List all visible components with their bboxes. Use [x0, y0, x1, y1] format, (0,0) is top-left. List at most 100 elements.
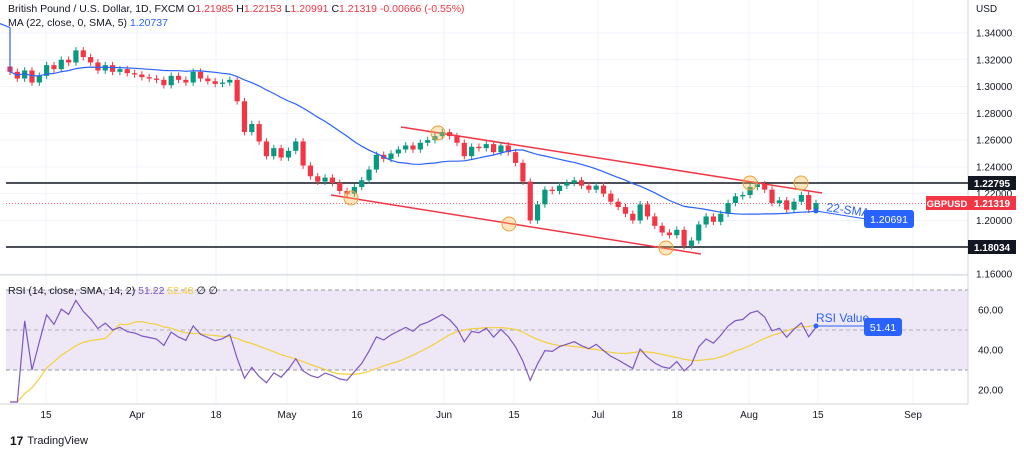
svg-text:1.22795: 1.22795	[974, 179, 1011, 190]
candle-up	[73, 50, 79, 63]
candle-down	[505, 145, 511, 153]
candle-up	[747, 186, 753, 196]
candle-down	[644, 204, 651, 217]
swing-marker	[430, 125, 446, 141]
candle-down	[666, 232, 673, 236]
candle-up	[703, 216, 709, 225]
time-tick-label: 15	[508, 410, 520, 421]
rsi-legend[interactable]: RSI (14, close, SMA, 14, 2) 51.22 52.48 …	[8, 285, 218, 297]
time-tick-label: May	[278, 410, 297, 421]
candle-down	[447, 132, 453, 137]
candle-up	[403, 145, 409, 150]
price-axis-ticks: 1.34000 1.32000 1.30000 1.28000 1.26000 1.240…	[976, 29, 1013, 281]
candle-up	[776, 200, 782, 204]
rsi-annotation: RSI Value	[816, 311, 869, 325]
candle-down	[256, 124, 262, 142]
price-tick-label: 1.34000	[976, 29, 1013, 40]
price-tick-label: 1.22000	[976, 189, 1013, 200]
candle-up	[425, 140, 431, 143]
time-tick-label: 16	[351, 410, 363, 421]
resistance-price-label: 1.22795	[968, 176, 1016, 190]
time-tick-label: Jun	[436, 410, 452, 421]
ohlc-close-label: C	[331, 3, 340, 15]
candle-down	[183, 79, 189, 83]
candle-up	[725, 203, 731, 214]
candle-down	[234, 79, 240, 102]
candle-up	[285, 150, 292, 158]
candle-down	[476, 146, 482, 149]
candle-up	[102, 65, 108, 71]
candle-down	[88, 57, 94, 63]
candle-down	[278, 148, 284, 158]
candle-down	[578, 180, 585, 186]
ohlc-high-label: H	[236, 3, 244, 15]
candle-down	[212, 81, 218, 84]
candle-down	[146, 77, 152, 79]
candle-up	[798, 195, 804, 202]
candle-down	[175, 75, 182, 80]
ohlc-close: 1.21319	[339, 3, 377, 15]
rsi-legend-value: 51.22	[138, 285, 165, 297]
time-tick-label: Aug	[740, 410, 758, 421]
ohlc-open: 1.21985	[195, 3, 234, 15]
candle-up	[190, 71, 196, 83]
candle-up	[637, 204, 643, 221]
svg-text:GBPUSD: GBPUSD	[927, 199, 968, 210]
candle-up	[813, 203, 819, 210]
candle-up	[754, 184, 760, 187]
candle-down	[586, 185, 592, 190]
candle-up	[469, 146, 475, 157]
ohlc-high: 1.22153	[243, 3, 282, 15]
candle-down	[659, 225, 665, 233]
symbol-title: British Pound / U.S. Dollar, 1D, FXCM	[8, 3, 185, 15]
candle-down	[131, 73, 138, 75]
time-axis-ticks: 15 Apr 18 May 16 Jun 15 Jul 18 Aug 15 Sep	[40, 410, 922, 421]
rsi-sma-line	[10, 320, 817, 403]
swing-marker	[742, 175, 758, 191]
svg-text:1.18034: 1.18034	[974, 243, 1011, 254]
candle-up	[271, 148, 277, 157]
sma-value-label: 1.20691	[864, 210, 914, 228]
ma-legend[interactable]: MA (22, close, 0, SMA, 5) 1.20737	[8, 17, 168, 30]
tradingview-footer[interactable]: 17 TradingView	[10, 434, 88, 448]
candle-down	[600, 185, 607, 194]
candle-up	[395, 149, 401, 154]
rsi-background-band	[6, 290, 968, 370]
candle-down	[95, 62, 101, 71]
candle-down	[139, 74, 145, 78]
candle-up	[22, 70, 28, 79]
candle-up	[44, 65, 50, 76]
candle-down	[681, 229, 687, 246]
candle-down	[329, 177, 335, 183]
candle-down	[205, 78, 211, 82]
candle-down	[161, 79, 167, 86]
time-tick-label: Jul	[592, 410, 605, 421]
rsi-axis-ticks: 60.00 40.00 20.00	[978, 306, 1003, 397]
tradingview-logo-icon: 17	[10, 434, 24, 448]
candle-up	[373, 154, 379, 170]
candle-down	[527, 181, 533, 221]
candle-up	[564, 182, 570, 186]
rsi-tick-label: 60.00	[978, 306, 1003, 317]
candle-up	[293, 141, 299, 151]
candle-up	[359, 180, 365, 187]
candle-up	[696, 224, 702, 241]
candle-down	[491, 144, 497, 153]
svg-text:1.20691: 1.20691	[870, 214, 908, 226]
candle-up	[227, 79, 233, 83]
time-tick-label: 18	[671, 410, 683, 421]
candle-up	[366, 169, 372, 181]
candle-down	[66, 59, 72, 63]
candle-up	[571, 180, 577, 183]
candle-up	[322, 177, 328, 182]
price-axis-currency: USD	[976, 4, 997, 15]
swing-marker	[501, 216, 517, 232]
swing-marker	[343, 190, 359, 206]
candle-up	[498, 145, 504, 153]
rsi-legend-label: RSI (14, close, SMA, 14, 2)	[8, 285, 136, 297]
candle-up	[117, 69, 123, 72]
channel-upper-line[interactable]	[400, 126, 823, 194]
sma-endpoint-dot	[813, 208, 819, 214]
